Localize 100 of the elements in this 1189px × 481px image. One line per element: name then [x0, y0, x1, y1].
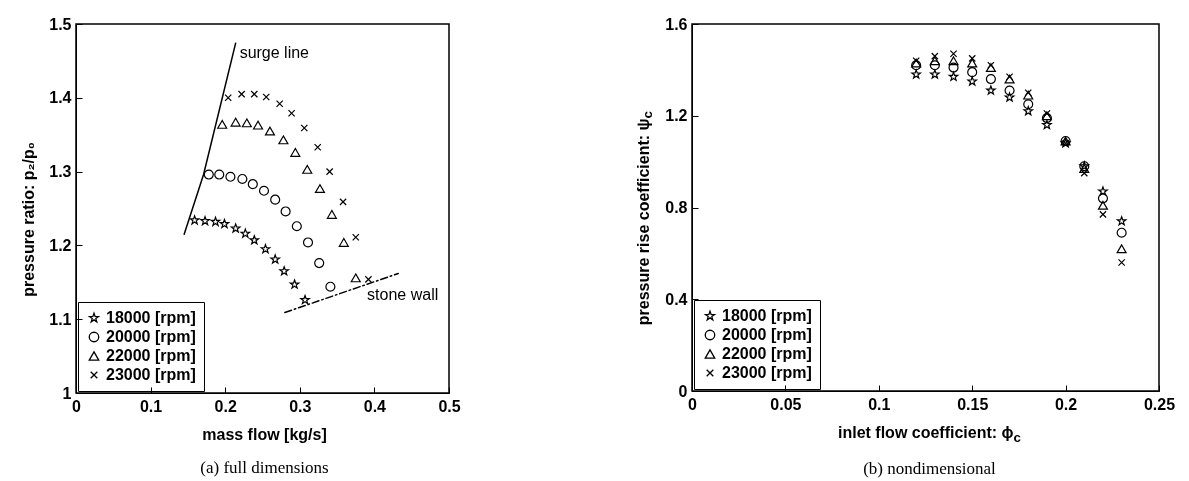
x-tick-label: 0.05	[770, 395, 802, 413]
point	[1099, 210, 1107, 219]
point	[302, 164, 313, 174]
legend-label: 20000 [rpm]	[106, 328, 196, 345]
point	[300, 294, 310, 305]
point	[270, 254, 281, 264]
point	[279, 266, 289, 276]
point	[262, 93, 270, 101]
point	[1116, 227, 1127, 238]
point	[929, 56, 940, 66]
point	[287, 109, 296, 118]
y-tick-label: 1.3	[49, 163, 72, 181]
point	[338, 237, 349, 247]
point	[1042, 119, 1052, 130]
legend-label: 18000 [rpm]	[722, 307, 812, 324]
point	[300, 124, 309, 132]
point	[1004, 92, 1015, 102]
legend-label: 20000 [rpm]	[722, 326, 812, 343]
point	[985, 73, 996, 85]
point	[350, 273, 361, 283]
legend-label: 22000 [rpm]	[106, 347, 196, 364]
point	[230, 223, 241, 233]
point	[302, 237, 314, 248]
point	[230, 117, 241, 127]
y-tick-label: 0.8	[665, 199, 688, 216]
point	[1097, 193, 1109, 204]
point	[1116, 216, 1127, 226]
point	[1080, 169, 1089, 177]
point	[325, 281, 336, 292]
point	[1023, 106, 1034, 116]
point	[200, 215, 210, 226]
point	[967, 58, 978, 68]
point	[968, 54, 976, 63]
point	[948, 56, 959, 66]
point	[278, 135, 289, 145]
y-axis-title: pressure ratio: p₂/p₀	[20, 141, 38, 297]
x-tick-label: 0.1	[868, 395, 891, 413]
point	[289, 279, 300, 289]
point	[929, 69, 940, 79]
point	[237, 173, 248, 185]
x-tick-label: 0.2	[1054, 395, 1078, 413]
point	[217, 119, 228, 129]
point	[949, 50, 958, 58]
point	[237, 90, 246, 98]
x-tick-label: 0.3	[289, 397, 312, 415]
y-tick-label: 0	[678, 382, 688, 400]
point	[986, 85, 996, 95]
point	[326, 209, 337, 219]
y-tick-label: 1.5	[49, 15, 72, 33]
point	[252, 120, 264, 130]
point	[210, 216, 221, 226]
point	[1116, 244, 1127, 254]
point	[214, 169, 225, 180]
point	[314, 184, 326, 194]
point	[225, 171, 236, 182]
legend-label: 23000 [rpm]	[106, 366, 196, 383]
point	[270, 194, 281, 205]
point	[240, 228, 251, 238]
point	[967, 67, 978, 78]
x-tick-label: 0.5	[438, 397, 461, 415]
point	[948, 62, 959, 73]
y-tick-label: 0.4	[665, 290, 688, 308]
series-label: stone wall	[367, 286, 439, 304]
y-tick-label: 1.6	[665, 15, 688, 33]
legend-label: 18000 [rpm]	[106, 309, 196, 326]
point	[1098, 186, 1108, 196]
x-tick-label: 0.2	[214, 397, 237, 415]
point	[1004, 85, 1015, 96]
point	[264, 126, 276, 136]
y-tick-label: 1.1	[49, 310, 72, 328]
y-tick-label: 1	[62, 384, 72, 402]
point	[247, 179, 258, 190]
point	[339, 198, 347, 206]
point	[290, 147, 301, 157]
y-tick-label: 1.4	[49, 89, 72, 107]
x-tick-label: 0.15	[957, 395, 989, 413]
point	[291, 221, 302, 232]
point	[1097, 200, 1109, 210]
point	[260, 244, 271, 254]
point	[203, 169, 214, 180]
x-axis-title: mass flow [kg/s]	[201, 426, 328, 444]
point	[250, 90, 259, 98]
x-axis-title: inlet flow coefficient: ϕ$_{c}$	[837, 424, 1022, 446]
point	[911, 69, 922, 79]
point	[189, 215, 200, 225]
point	[948, 71, 959, 81]
text: (b) nondimensional	[862, 459, 997, 480]
point	[219, 218, 230, 229]
y-tick-label: 1.2	[665, 107, 688, 125]
y-tick-label: 1.2	[49, 236, 72, 254]
x-tick-label: 0.25	[1143, 395, 1176, 413]
point	[364, 275, 373, 284]
point	[241, 118, 252, 128]
legend-label: 23000 [rpm]	[722, 364, 812, 381]
point	[314, 258, 325, 269]
point	[1023, 99, 1034, 110]
legend-label: 22000 [rpm]	[722, 345, 812, 362]
point	[967, 76, 978, 86]
text: (a) full dimensions	[199, 458, 330, 478]
point	[325, 167, 334, 176]
